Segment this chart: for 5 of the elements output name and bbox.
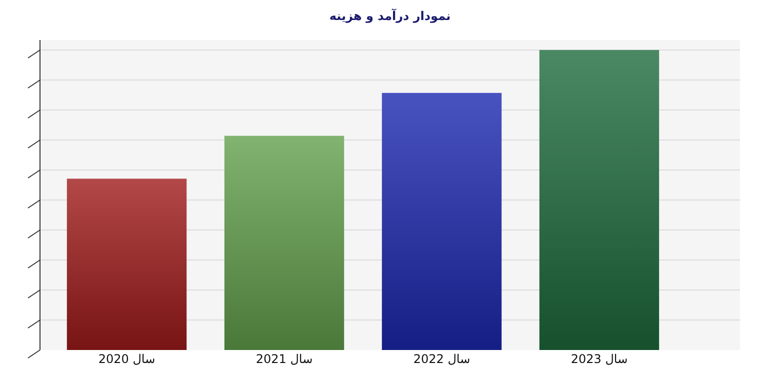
x-tick-label: سال 2021 (256, 352, 313, 366)
x-tick-label: سال 2020 (98, 352, 156, 366)
x-tick-label: سال 2023 (570, 352, 628, 366)
x-tick-label: سال 2022 (413, 352, 470, 366)
chart-title: نمودار درآمد و هزینه (329, 8, 451, 23)
